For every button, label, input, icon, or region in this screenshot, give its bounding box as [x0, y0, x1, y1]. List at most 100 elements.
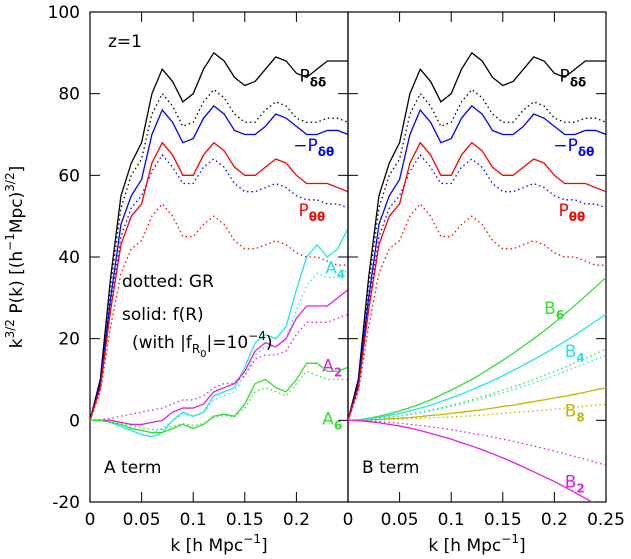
series-label-main: P — [298, 201, 308, 221]
text-part: −4 — [248, 329, 266, 343]
solid-line — [348, 419, 594, 502]
solid-line — [348, 313, 606, 421]
series-label-sub: 8 — [576, 410, 584, 424]
dotted-line — [90, 88, 348, 421]
x-tick-label: 0.1 — [438, 510, 465, 530]
x-tick-label: 0.15 — [484, 510, 522, 530]
series-label-main: B — [565, 342, 577, 362]
series-label-sub: 4 — [576, 351, 584, 365]
text-part: 0 — [200, 349, 206, 360]
dotted-line — [348, 348, 606, 421]
series-label: −Pδθ — [293, 136, 334, 159]
series-label: Pδδ — [560, 66, 587, 89]
dotted-line — [348, 354, 606, 421]
series-label-main: P — [560, 66, 570, 86]
solid-line — [90, 105, 348, 421]
series-label: B8 — [565, 401, 585, 424]
series-label-sub: δδ — [310, 75, 327, 89]
x-tick-label: 0 — [85, 510, 96, 530]
series-label-main: A — [325, 258, 337, 278]
series-label: −Pδθ — [553, 136, 594, 159]
series-label-main: A — [322, 409, 334, 429]
x-tick-label: 0 — [343, 510, 354, 530]
text-part: R — [192, 342, 200, 356]
panel-label: A term — [104, 458, 161, 478]
series-label-main: B — [565, 473, 577, 493]
dotted-line — [348, 88, 606, 421]
series-label: A6 — [322, 409, 342, 432]
solid-line — [90, 362, 348, 434]
x-axis-label: k [h Mpc−1] — [428, 532, 525, 556]
series-label-sub: 6 — [334, 418, 342, 432]
series-label-sub: 2 — [334, 365, 342, 379]
text-part: solid: f(R) — [122, 305, 204, 325]
solid-line — [348, 105, 606, 421]
y-tick-label: -20 — [52, 493, 80, 513]
solid-line — [90, 51, 348, 421]
text-part: (with |f — [132, 333, 193, 353]
text-part: ] — [519, 536, 526, 556]
dotted-line — [90, 153, 348, 421]
series-label: Pθθ — [298, 201, 325, 224]
series-label-sub: δδ — [570, 75, 587, 89]
text-part: z=1 — [108, 32, 142, 52]
y-tick-label: 0 — [69, 411, 80, 431]
text-part: −1 — [243, 532, 261, 546]
x-tick-label: 0.1 — [180, 510, 207, 530]
series-label: B2 — [565, 473, 585, 496]
solid-line — [90, 228, 348, 438]
text-part: Mpc) — [7, 192, 27, 233]
x-tick-label: 0.25 — [587, 510, 625, 530]
text-part: k — [7, 338, 27, 348]
text-part: P(k) [(h — [7, 251, 27, 319]
y-tick-label: 20 — [58, 330, 80, 350]
series-label: A2 — [322, 356, 342, 379]
text-part: −1 — [3, 233, 17, 251]
y-tick-label: 100 — [48, 3, 80, 23]
series-label-sub: θθ — [569, 210, 586, 224]
series-label-sub: θθ — [309, 210, 326, 224]
dotted-line — [90, 313, 348, 421]
series-label: B4 — [565, 342, 585, 365]
series-label: Pδδ — [299, 66, 326, 89]
series-label-main: A — [322, 356, 334, 376]
series-label-sub: 4 — [337, 267, 345, 281]
solid-line — [348, 387, 606, 421]
annotation: z=1 — [108, 32, 142, 52]
annotation: dotted: GR — [122, 272, 214, 292]
series-label: Pθθ — [559, 201, 586, 224]
text-part: k [h Mpc — [170, 536, 243, 556]
series-label-sub: 6 — [556, 308, 564, 322]
x-tick-label: 0.2 — [541, 510, 568, 530]
y-axis-label: k3/2 P(k) [(h−1Mpc)3/2] — [3, 166, 27, 348]
text-part: |=10 — [207, 333, 249, 353]
series-label-sub: 2 — [576, 482, 584, 496]
text-part: 3/2 — [3, 319, 17, 338]
text-part: k [h Mpc — [428, 536, 501, 556]
series-label-main: −P — [293, 136, 318, 156]
series-label: B6 — [544, 299, 564, 322]
dotted-line — [90, 370, 348, 430]
text-part: ] — [261, 536, 268, 556]
solid-line — [348, 141, 606, 421]
annotation: (with |fR0|=10−4) — [132, 329, 273, 360]
text-part: ) — [266, 333, 273, 353]
dotted-line — [348, 153, 606, 421]
x-tick-label: 0.05 — [123, 510, 161, 530]
solid-line — [348, 51, 606, 421]
x-axis-label: k [h Mpc−1] — [170, 532, 267, 556]
series-label-main: P — [299, 66, 309, 86]
series-label-main: B — [544, 299, 556, 319]
y-tick-label: 80 — [58, 85, 80, 105]
solid-line — [90, 141, 348, 421]
x-tick-label: 0.15 — [226, 510, 264, 530]
annotation: solid: f(R) — [122, 305, 204, 325]
y-tick-label: 40 — [58, 248, 80, 268]
series-label: A4 — [325, 258, 345, 281]
solid-line — [348, 276, 606, 421]
series-label-main: P — [559, 201, 569, 221]
panel-label: B term — [362, 458, 419, 478]
text-part: dotted: GR — [122, 272, 214, 292]
